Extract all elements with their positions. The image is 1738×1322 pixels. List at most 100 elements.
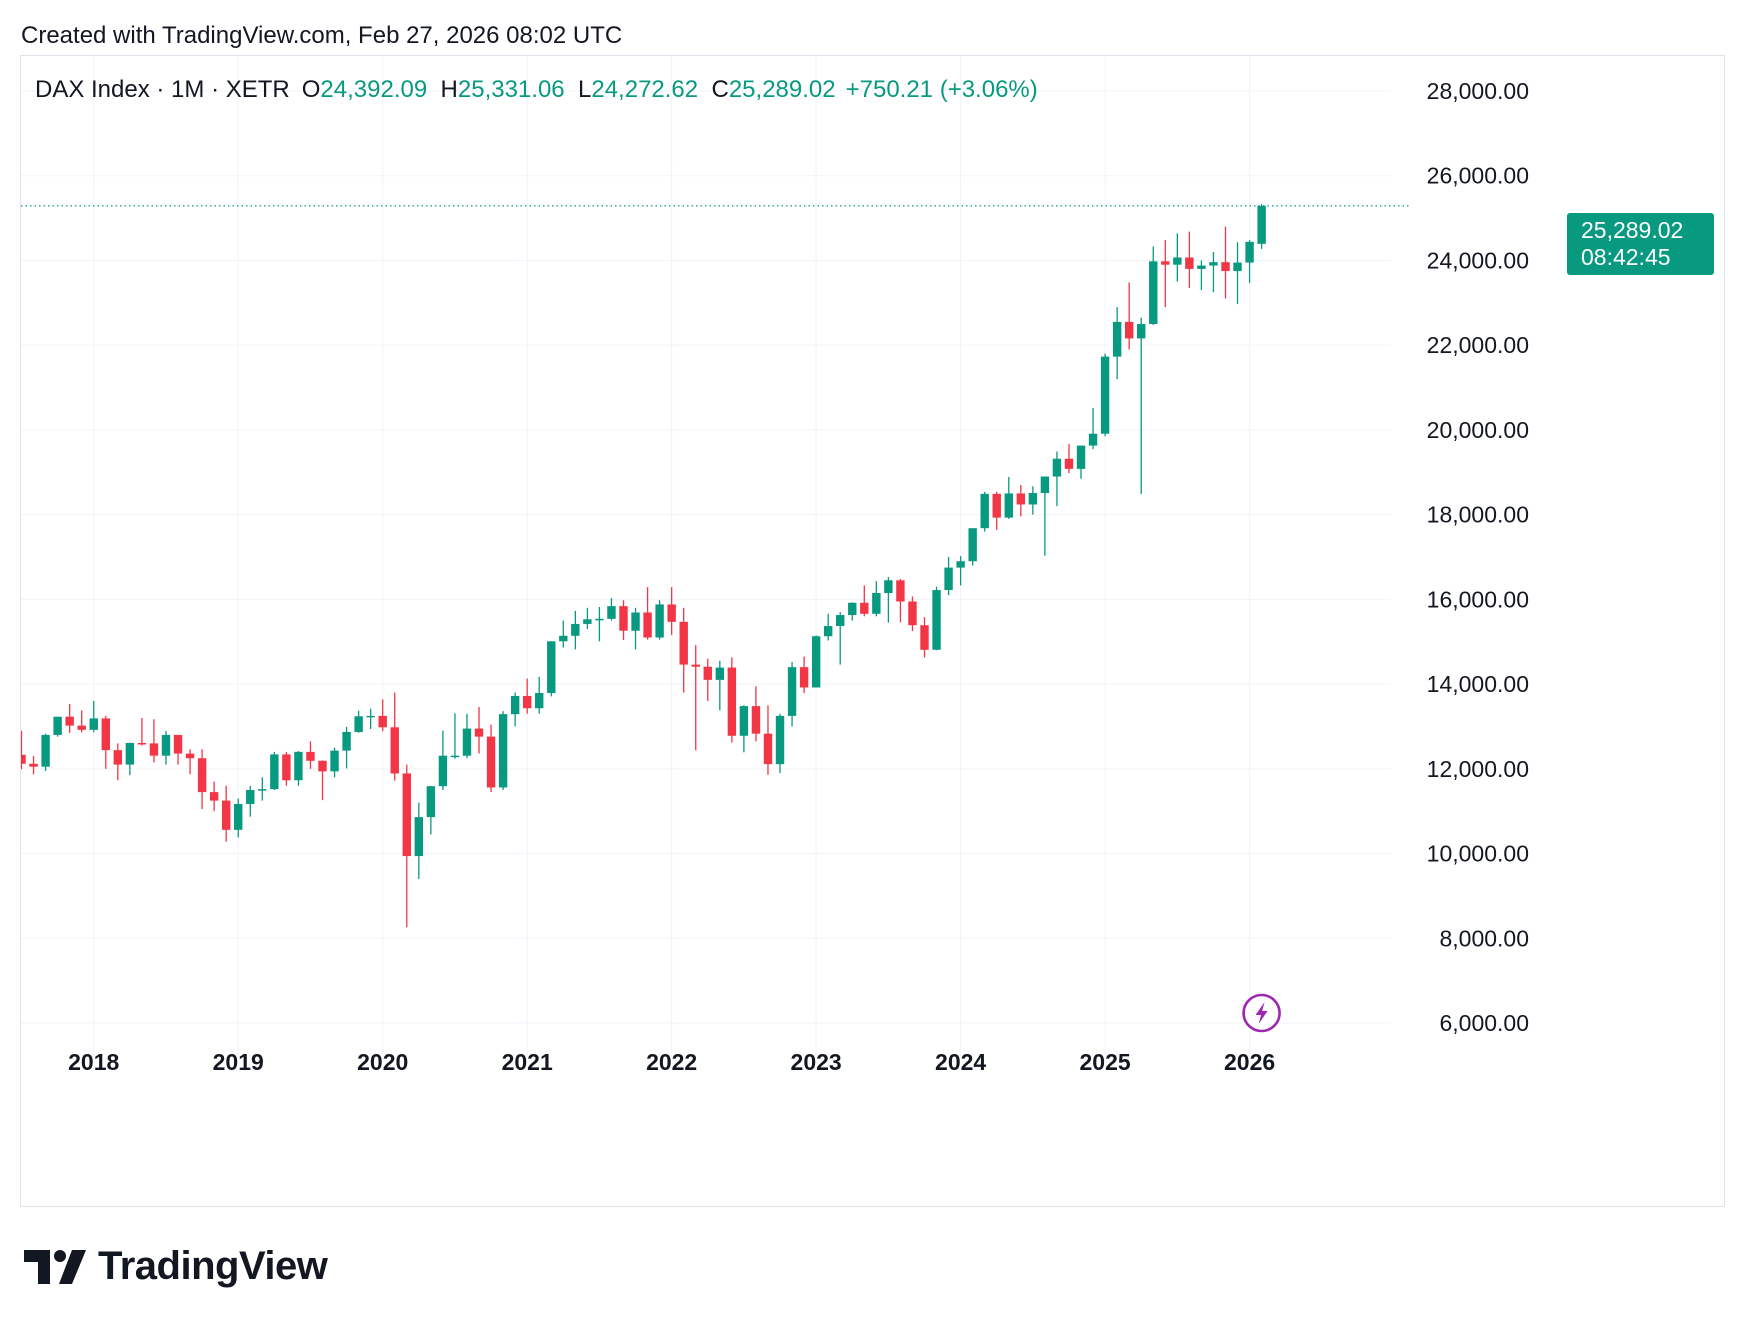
candle-body (41, 734, 50, 767)
y-tick-label: 22,000.00 (1427, 332, 1529, 358)
candle-body (896, 580, 905, 602)
last-price-badge: 25,289.02 08:42:45 (1567, 213, 1714, 275)
candle-body (438, 755, 448, 787)
candle-body (1124, 321, 1134, 339)
candle-body (101, 718, 110, 751)
candle-body (607, 606, 616, 619)
candlestick-chart[interactable]: 28,000.00 26,000.00 24,000.00 22,000.00 20,0… (21, 56, 1725, 1207)
candle-body (209, 792, 219, 801)
last-price-value: 25,289.02 (1581, 217, 1684, 243)
x-tick-label: 2022 (646, 1049, 697, 1075)
candle-body (246, 790, 255, 804)
y-tick-label: 6,000.00 (1439, 1010, 1529, 1036)
candle-body (655, 604, 664, 638)
y-tick-label: 10,000.00 (1427, 841, 1529, 867)
candle-body (968, 528, 977, 562)
candle-body (884, 580, 893, 594)
created-with-text: Created with TradingView.com, Feb 27, 20… (21, 22, 623, 49)
candle-body (932, 590, 941, 650)
candle-body (221, 800, 231, 830)
candle-body (667, 604, 676, 622)
candle-body (1209, 262, 1218, 266)
candle-body (547, 641, 556, 693)
candle-body (113, 750, 123, 765)
candle-body (739, 706, 749, 736)
bar-countdown: 08:42:45 (1581, 244, 1671, 270)
x-tick-label: 2018 (68, 1049, 119, 1075)
candle-body (860, 602, 869, 614)
candle-body (125, 742, 135, 765)
candle-body (414, 817, 424, 857)
candle-body (619, 606, 628, 631)
candle-body (270, 754, 279, 790)
candle-body (318, 760, 327, 772)
candle-body (643, 612, 652, 638)
candle-body (21, 754, 26, 764)
candle-body (1088, 433, 1098, 446)
candle-body (595, 618, 604, 621)
low-label: L (578, 76, 592, 103)
change-value: +750.21 (+3.06%) (845, 76, 1038, 103)
candle-body (378, 715, 387, 728)
candle-body (1245, 241, 1254, 263)
candle-body (559, 635, 568, 642)
candle-body (29, 763, 38, 767)
y-tick-label: 12,000.00 (1427, 756, 1529, 782)
close-value: 25,289.02 (728, 76, 836, 103)
symbol-legend: DAX Index · 1M · XETR O24,392.09 H25,331.… (35, 76, 1038, 104)
candle-body (65, 716, 74, 726)
candle-body (1112, 321, 1122, 357)
candle-body (342, 731, 351, 751)
candle-body (1137, 324, 1146, 339)
candle-body (402, 773, 411, 857)
open-label: O (301, 76, 321, 103)
candle-body (836, 615, 845, 627)
candle-body (234, 803, 243, 830)
candle-body (1257, 205, 1266, 244)
candle-body (1040, 476, 1050, 494)
candle-body (354, 716, 363, 732)
candle-body (197, 758, 207, 793)
candle-body (1185, 257, 1194, 269)
candle-body (77, 725, 86, 730)
candle-body (1100, 356, 1110, 434)
x-tick-label: 2025 (1080, 1049, 1131, 1075)
candle-body (185, 753, 195, 759)
tradingview-logo[interactable]: TradingView (24, 1244, 328, 1289)
candle-body (1016, 493, 1026, 505)
candle-body (294, 751, 303, 781)
candle-body (1161, 261, 1170, 265)
candle-body (920, 625, 929, 650)
y-tick-label: 8,000.00 (1439, 925, 1529, 951)
candle-body (1233, 262, 1242, 272)
candle-body (1064, 458, 1074, 469)
y-tick-label: 20,000.00 (1427, 417, 1529, 443)
candle-body (944, 567, 953, 591)
candle-body (426, 786, 436, 818)
candle-body (498, 714, 508, 788)
candle-body (775, 715, 785, 765)
y-tick-label: 28,000.00 (1427, 78, 1529, 104)
y-tick-label: 16,000.00 (1427, 586, 1529, 612)
candle-body (691, 664, 700, 667)
candle-body (486, 736, 496, 788)
candle-body (703, 666, 712, 680)
candle-body (715, 667, 725, 680)
candle-body (535, 692, 544, 709)
x-tick-label: 2020 (357, 1049, 408, 1075)
candle-body (631, 612, 640, 631)
lightning-icon[interactable] (1242, 993, 1281, 1033)
candle-body (1004, 493, 1013, 518)
candle-body (727, 667, 737, 736)
candle-body (799, 667, 809, 688)
x-tick-label: 2024 (935, 1049, 986, 1075)
candle-body (462, 728, 472, 756)
candle-body (258, 789, 267, 791)
candle-body (450, 755, 460, 758)
chart-frame[interactable]: 28,000.00 26,000.00 24,000.00 22,000.00 20,0… (20, 55, 1725, 1207)
y-tick-label: 26,000.00 (1427, 163, 1529, 189)
candle-body (149, 743, 159, 756)
candle-body (763, 733, 773, 765)
candle-body (306, 751, 315, 761)
tradingview-logo-icon (24, 1249, 86, 1284)
